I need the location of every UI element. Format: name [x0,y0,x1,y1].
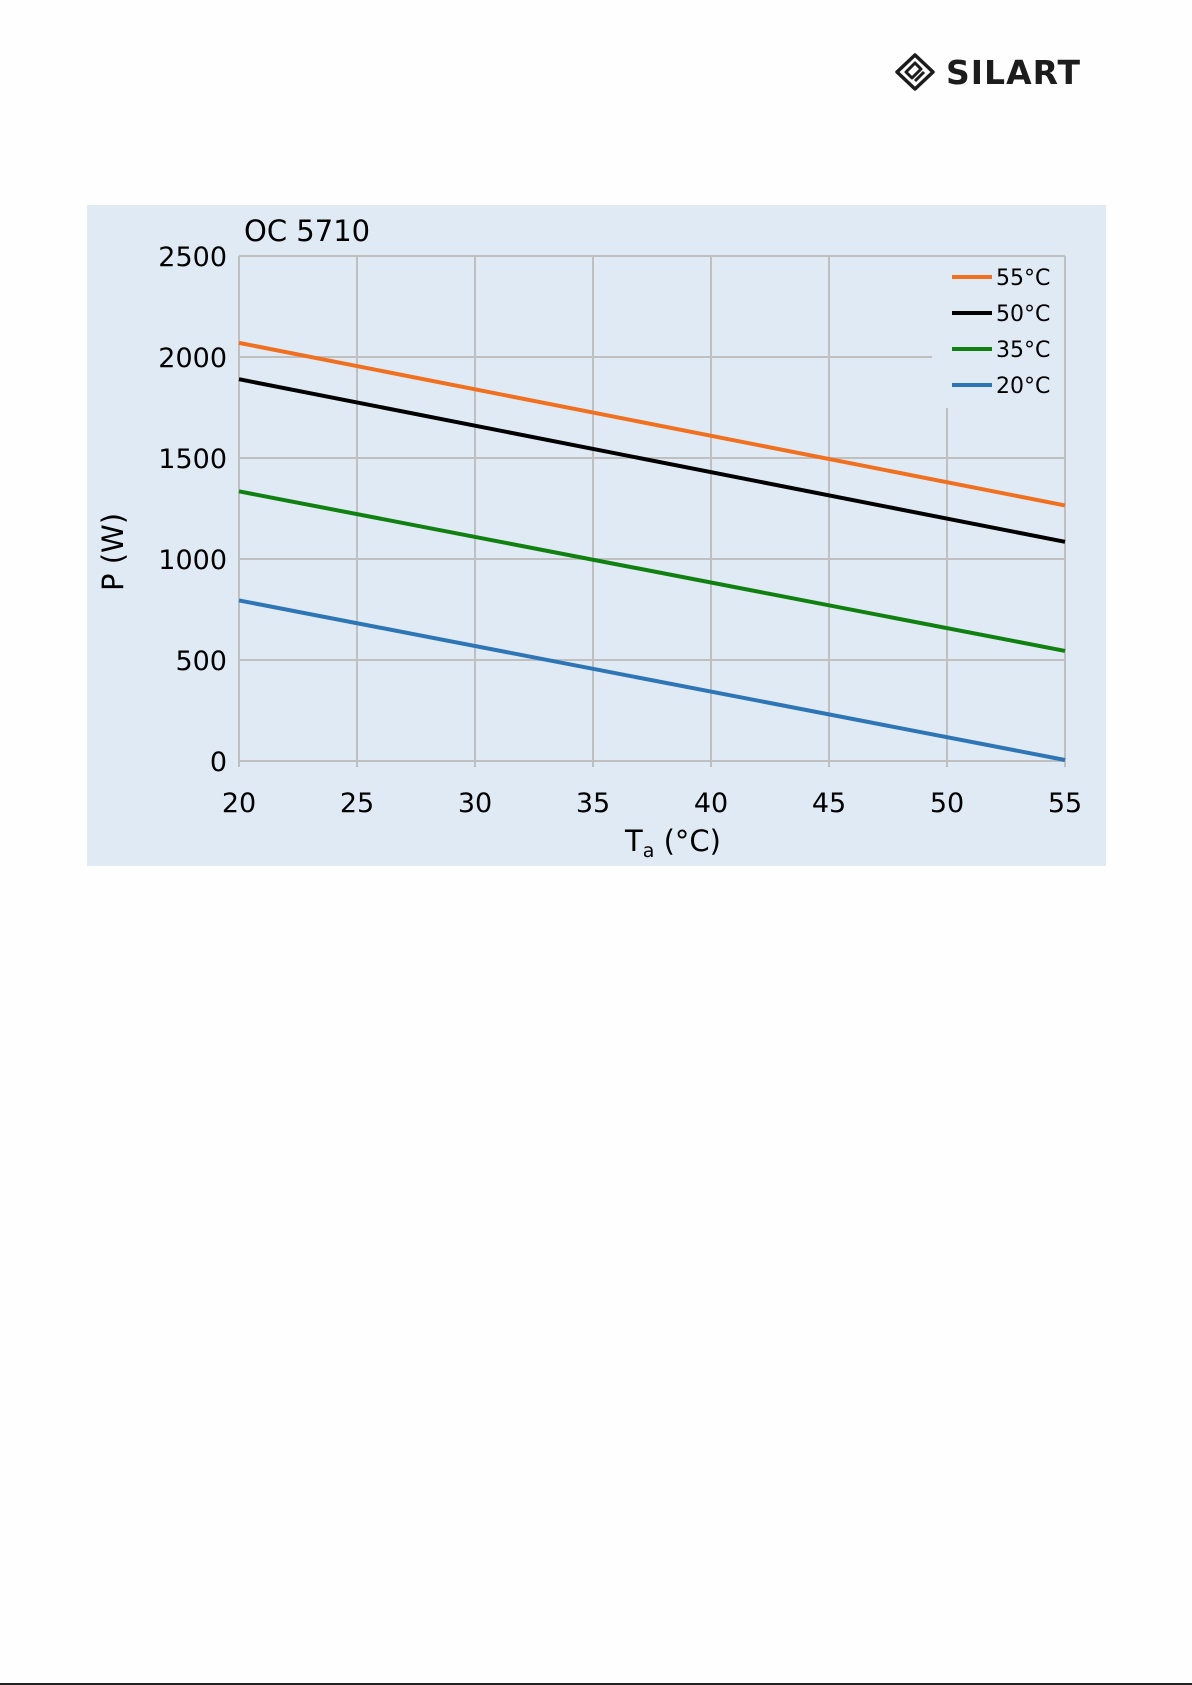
x-tick-label: 35 [576,788,610,819]
chart-ticks: 0 500 1000 1500 2000 2500 20 25 30 35 40 45 50 55 [158,242,1082,819]
page-bottom-rule [0,1683,1192,1685]
y-tick-label: 1000 [158,545,227,576]
x-tick-label: 50 [930,788,964,819]
chart-grid [238,255,1066,767]
chart-series [238,340,1066,762]
legend-label: 20°C [996,374,1050,399]
x-axis-label: Ta (°C) [624,824,721,862]
y-tick-label: 2500 [158,242,227,273]
x-tick-label: 30 [458,788,492,819]
y-tick-label: 0 [210,747,227,778]
x-tick-label: 20 [222,788,256,819]
brand-logo: SILART [892,50,1081,94]
series-line-3 [238,598,1066,762]
y-tick-label: 1500 [158,444,227,475]
chart-title: OC 5710 [244,214,370,248]
x-tick-label: 45 [812,788,846,819]
legend-label: 50°C [996,302,1050,327]
legend-label: 55°C [996,266,1050,291]
legend-background [932,257,1064,408]
x-tick-label: 55 [1048,788,1082,819]
x-axis-label-main: T [624,824,643,858]
chart-panel: 55°C 50°C 35°C 20°C 0 500 1000 1500 2000 2500 20 2… [87,205,1106,866]
series-line-1 [238,377,1066,544]
chart-legend: 55°C 50°C 35°C 20°C [932,257,1064,408]
y-tick-label: 2000 [158,343,227,374]
legend-label: 35°C [996,338,1050,363]
y-axis-label: P (W) [96,513,130,591]
y-tick-label: 500 [175,646,227,677]
x-axis-label-sub: a [643,840,655,862]
x-tick-label: 25 [340,788,374,819]
x-tick-label: 40 [694,788,728,819]
silart-logo-icon [895,53,935,91]
power-vs-temperature-chart: 55°C 50°C 35°C 20°C 0 500 1000 1500 2000 2500 20 2… [96,214,1082,862]
x-axis-label-unit: (°C) [654,824,721,858]
series-line-0 [238,340,1066,508]
brand-name: SILART [946,52,1082,92]
series-line-2 [238,489,1066,653]
